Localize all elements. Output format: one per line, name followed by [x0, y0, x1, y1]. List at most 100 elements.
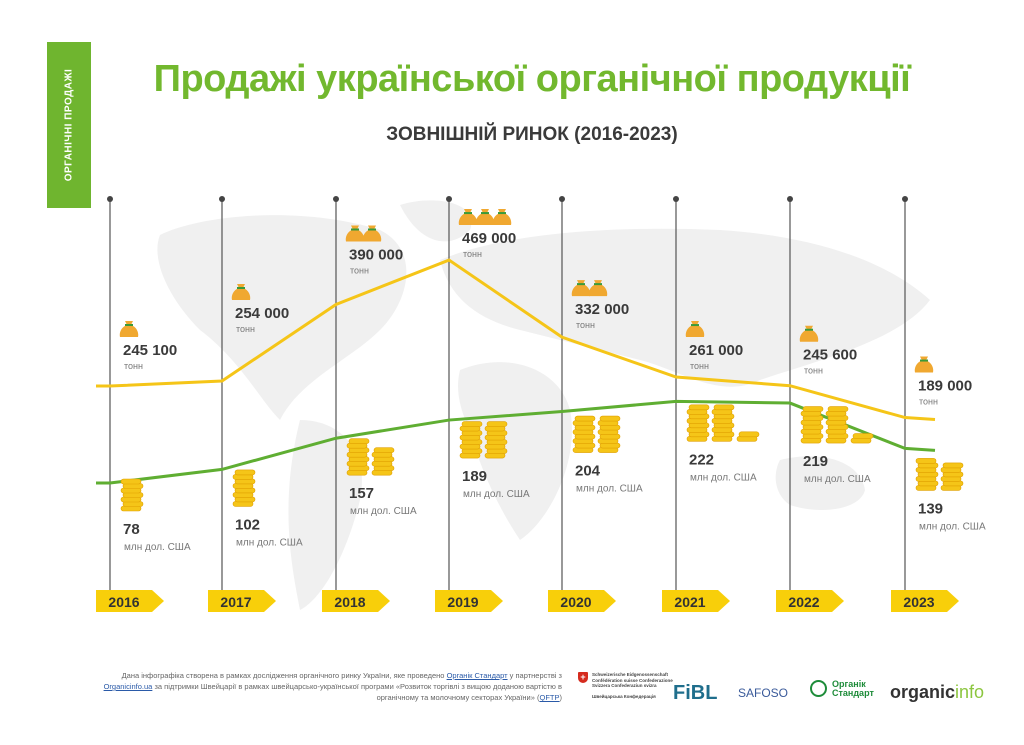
coin-stack-icon [940, 462, 964, 491]
year-badge: 2016 [96, 590, 164, 612]
year-badge: 2018 [322, 590, 390, 612]
volume-line [96, 258, 936, 422]
coin [802, 406, 824, 412]
money-bag-icon [345, 225, 365, 242]
gridline-dot [446, 196, 452, 202]
bag-tie [805, 328, 813, 331]
year-label: 2017 [220, 594, 251, 610]
organic-standard-logo: Органік Стандарт [810, 680, 874, 698]
volume-value-label: 469 000 [462, 230, 516, 247]
bag-body [231, 283, 251, 300]
coin [688, 404, 710, 411]
bag-body [119, 321, 139, 337]
bag-body [492, 209, 512, 226]
volume-value-label: 189 000 [918, 378, 972, 395]
bag-tie [368, 228, 376, 231]
bag-body [588, 280, 608, 297]
money-bag-icon [571, 280, 591, 297]
coin [599, 415, 621, 422]
money-bag-icon [119, 321, 139, 337]
money-bag-icon [458, 209, 478, 226]
volume-value-label: 261 000 [689, 342, 743, 359]
coin-stack-icon [686, 404, 710, 442]
value-unit-label: млн дол. США [804, 474, 871, 485]
bag-tie [498, 212, 506, 215]
year-label: 2022 [788, 594, 819, 610]
gridline-dot [559, 196, 565, 202]
bag-tie [351, 228, 359, 231]
coin [373, 447, 395, 454]
gridline-dot [673, 196, 679, 202]
gridline-dot [219, 196, 225, 202]
year-badge-shape [662, 590, 730, 612]
volume-value-label: 254 000 [235, 305, 289, 322]
volume-value-label: 245 600 [803, 347, 857, 364]
bag-tie [481, 212, 489, 215]
volume-unit-label: тонн [124, 361, 143, 371]
year-badge-shape [435, 590, 503, 612]
money-bag-icon [362, 225, 382, 242]
bag-tie [691, 324, 699, 327]
organicinfo-link[interactable]: Organicinfo.ua [103, 682, 153, 691]
coin [942, 462, 964, 469]
coin-stack-icon [711, 404, 735, 442]
coin-stack-icon [232, 469, 256, 507]
fibl-logo: FiBL [673, 682, 718, 704]
volume-unit-label: тонн [919, 397, 938, 407]
year-label: 2021 [674, 594, 705, 610]
bag-body [685, 321, 705, 338]
year-badge: 2023 [891, 590, 959, 612]
year-badge: 2020 [548, 590, 616, 612]
bag-tie [920, 359, 928, 362]
bag-tie [594, 283, 602, 286]
qftp-link[interactable]: QFTP [539, 693, 560, 702]
value-label: 157 [349, 485, 374, 502]
page-subtitle: ЗОВНІШНІЙ РИНОК (2016-2023) [386, 124, 678, 145]
value-unit-label: млн дол. США [124, 542, 191, 553]
money-bag-icon [231, 283, 251, 300]
bag-body [571, 280, 591, 297]
year-badge-shape [548, 590, 616, 612]
value-unit-label: млн дол. США [350, 506, 417, 517]
year-label: 2016 [108, 594, 139, 610]
bag-body [362, 225, 382, 242]
coin [486, 421, 508, 427]
organicinfo-logo: organicinfo [890, 682, 985, 702]
gridline-dot [333, 196, 339, 202]
year-badge-shape [96, 590, 164, 612]
value-unit-label: млн дол. США [919, 521, 986, 532]
swiss-confederation-logo: + Schweizerische Eidgenossenschaft Conféd… [578, 672, 682, 699]
value-label: 222 [689, 451, 714, 468]
value-unit-label: млн дол. США [690, 472, 757, 483]
value-label: 139 [918, 500, 943, 517]
organic-standard-link[interactable]: Органік Стандарт [446, 671, 508, 680]
coin-stack-icon [572, 415, 596, 453]
year-badge-shape [891, 590, 959, 612]
year-label: 2020 [560, 594, 591, 610]
coin [852, 433, 874, 439]
coin-stack-icon [915, 458, 939, 491]
year-badge-shape [322, 590, 390, 612]
volume-value-label: 245 100 [123, 342, 177, 359]
volume-value-label: 332 000 [575, 301, 629, 318]
bag-tie [237, 286, 245, 289]
bag-body [475, 209, 495, 226]
year-label: 2018 [334, 594, 365, 610]
money-bag-icon [492, 209, 512, 226]
gridline-dot [787, 196, 793, 202]
year-badge: 2022 [776, 590, 844, 612]
coin [738, 431, 760, 438]
money-bag-icon [475, 209, 495, 226]
footer-note: Дана інфографіка створена в рамках дослі… [103, 671, 562, 702]
coin [234, 469, 256, 476]
bag-body [914, 356, 934, 373]
money-bag-icon [799, 325, 819, 342]
coin [574, 415, 596, 422]
money-bag-icon [588, 280, 608, 297]
year-label: 2019 [447, 594, 478, 610]
coin-stack-icon [825, 406, 849, 444]
safoso-logo: SAFOSO [738, 686, 789, 700]
bag-tie [125, 324, 133, 326]
coin-stack-icon [459, 421, 483, 459]
